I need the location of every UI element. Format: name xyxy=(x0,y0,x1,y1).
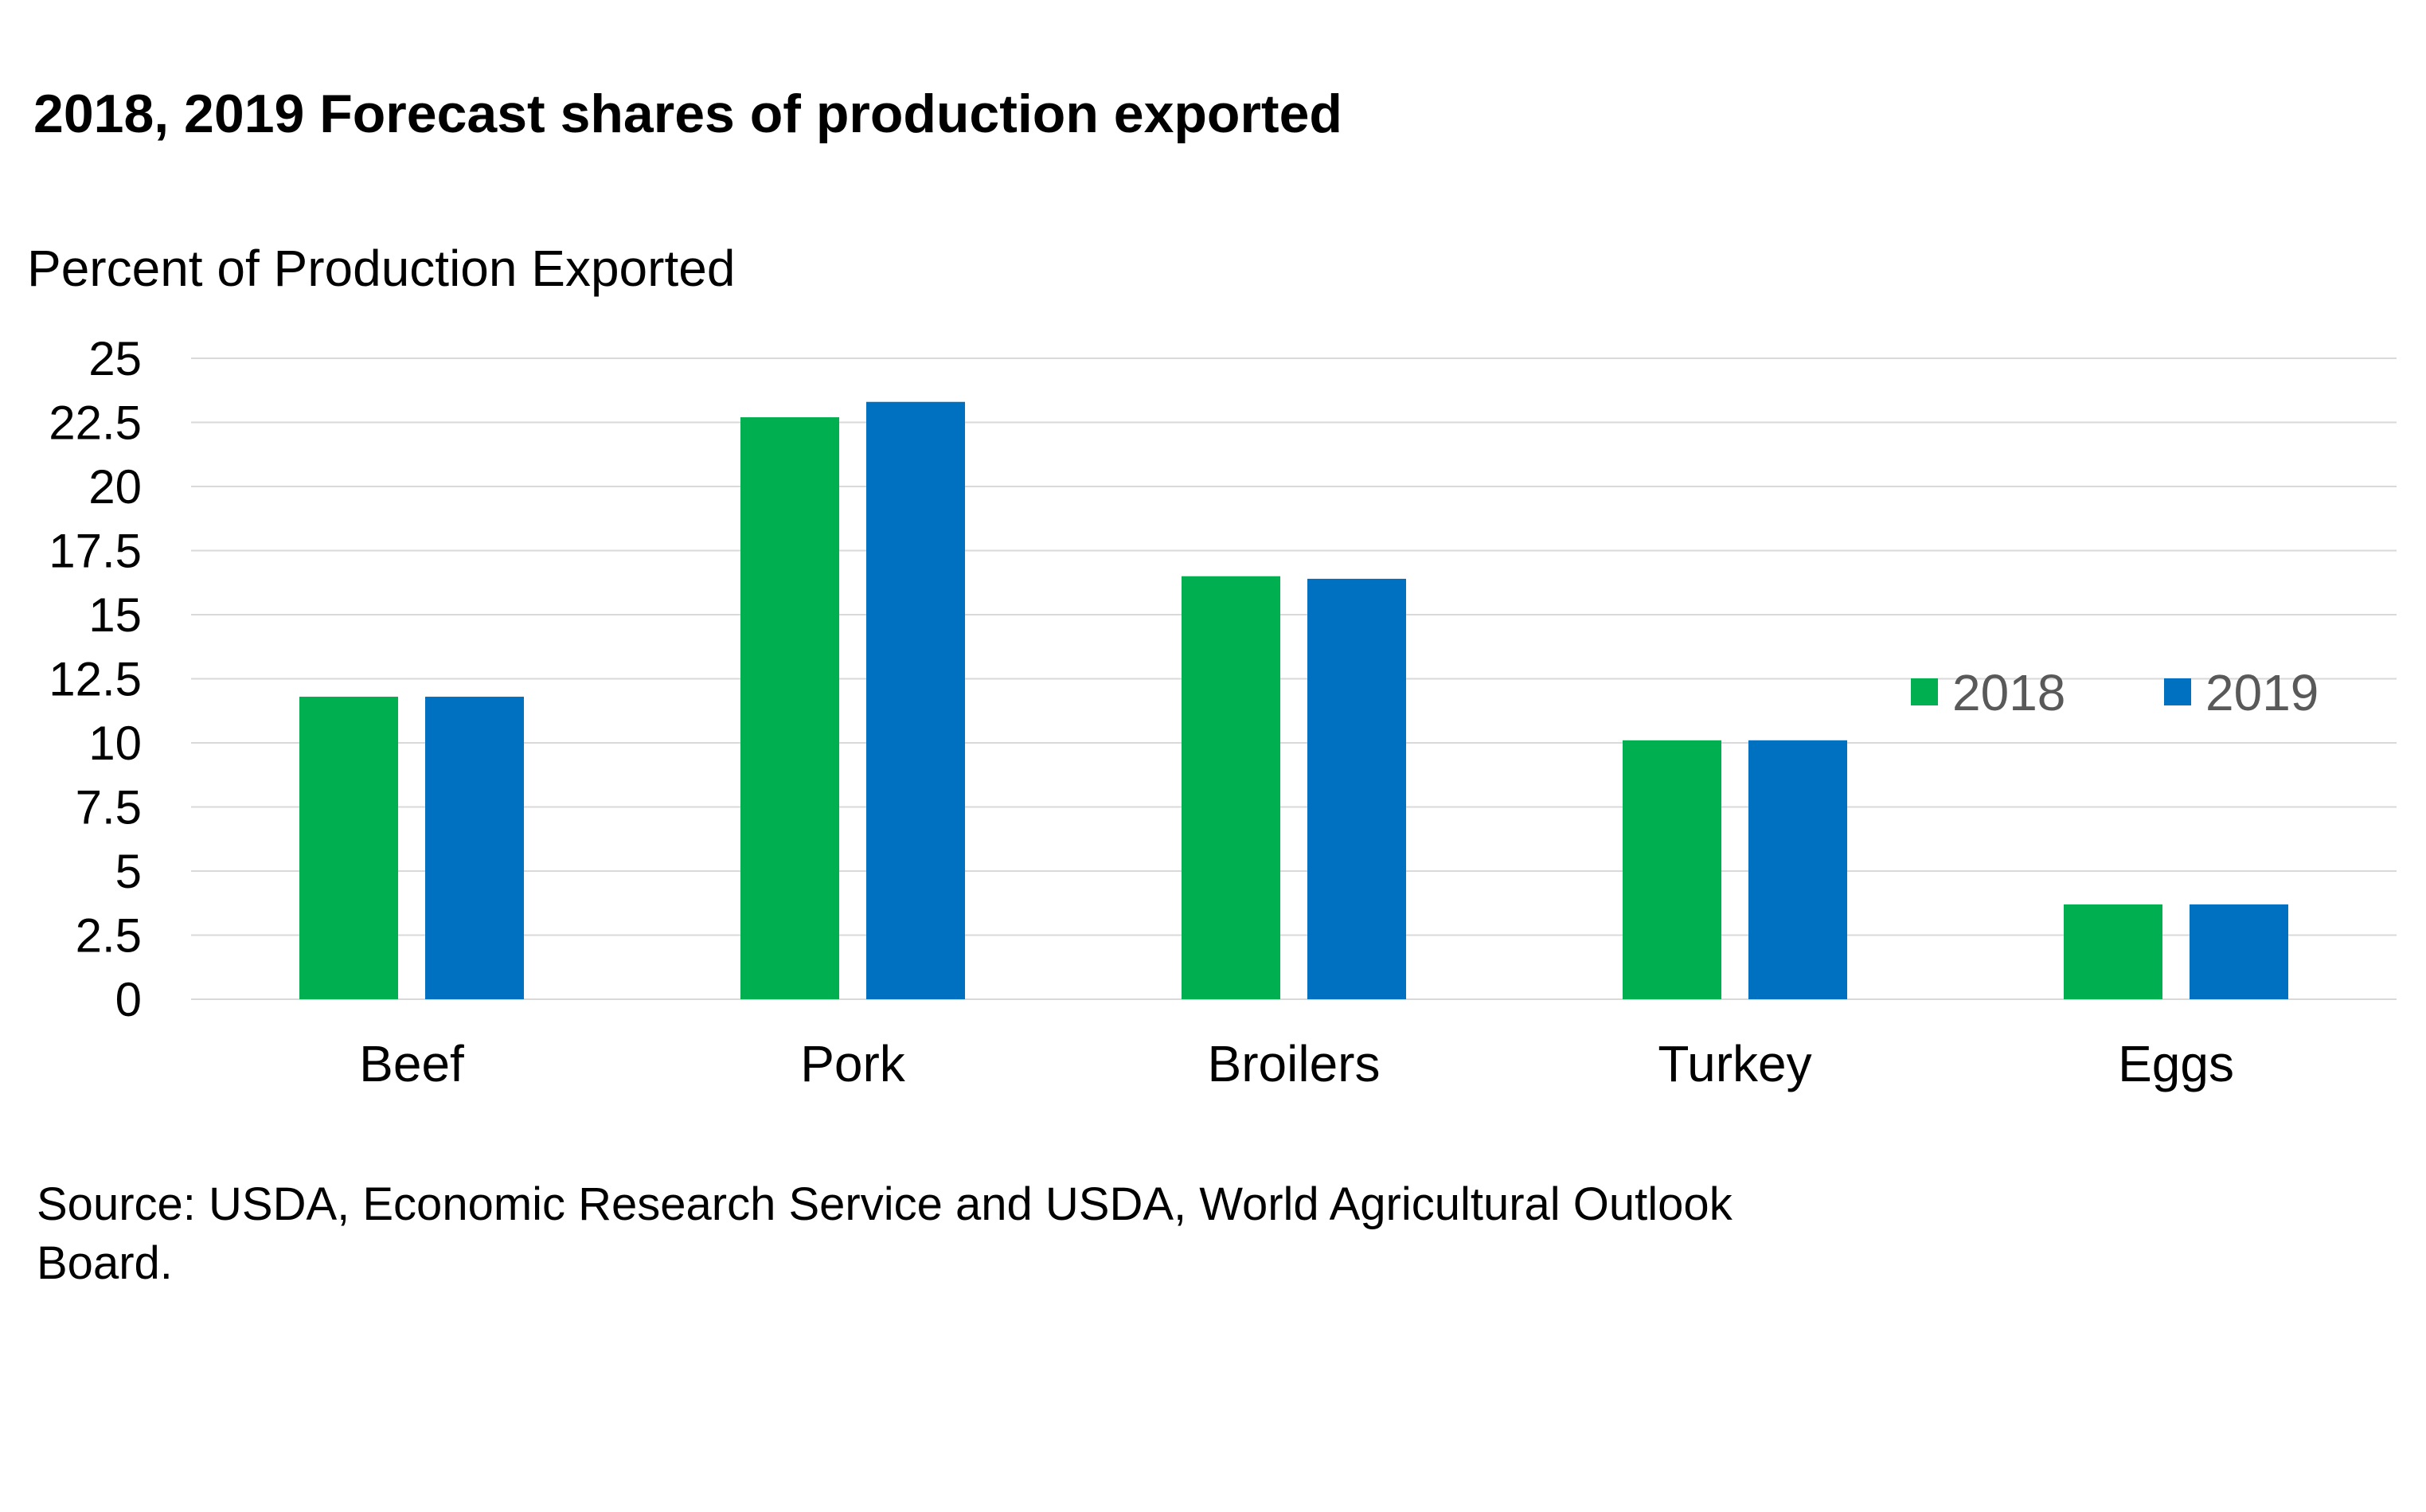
x-category-label: Beef xyxy=(359,1035,464,1092)
legend-swatch-2018 xyxy=(1911,678,1938,705)
bars xyxy=(299,401,2288,999)
y-tick-label: 2.5 xyxy=(76,909,142,963)
chart-title: 2018, 2019 Forecast shares of production… xyxy=(33,84,1342,144)
x-category-label: Broilers xyxy=(1208,1035,1381,1092)
bar-broilers-2019 xyxy=(1307,578,1406,999)
x-category-label: Pork xyxy=(800,1035,906,1092)
y-tick-label: 0 xyxy=(115,973,142,1026)
y-tick-label: 10 xyxy=(88,717,142,770)
y-tick-label: 5 xyxy=(115,845,142,898)
y-tick-label: 12.5 xyxy=(49,653,142,706)
x-category-label: Eggs xyxy=(2118,1035,2234,1092)
y-tick-label: 25 xyxy=(88,332,142,385)
y-tick-label: 7.5 xyxy=(76,781,142,834)
y-tick-label: 17.5 xyxy=(49,525,142,578)
legend-label-2018: 2018 xyxy=(1952,664,2065,721)
y-axis-ticks: 0 2.5 5 7.5 10 12.5 15 17.5 20 22.5 25 xyxy=(49,332,142,1026)
x-category-label: Turkey xyxy=(1658,1035,1811,1092)
y-axis-label: Percent of Production Exported xyxy=(27,240,736,297)
bar-beef-2018 xyxy=(299,697,398,999)
bar-turkey-2019 xyxy=(1748,740,1847,999)
bar-beef-2019 xyxy=(425,697,524,999)
bar-pork-2018 xyxy=(740,417,839,999)
legend: 2018 2019 xyxy=(1911,664,2319,721)
bar-broilers-2018 xyxy=(1182,576,1280,999)
x-axis-categories: Beef Pork Broilers Turkey Eggs xyxy=(359,1035,2234,1092)
gridlines xyxy=(191,357,2397,1000)
bar-pork-2019 xyxy=(866,401,965,999)
source-note: Source: USDA, Economic Research Service … xyxy=(37,1178,1733,1289)
legend-label-2019: 2019 xyxy=(2205,664,2319,721)
bar-eggs-2018 xyxy=(2064,904,2162,999)
legend-swatch-2019 xyxy=(2164,678,2191,705)
bar-eggs-2019 xyxy=(2190,904,2288,999)
y-tick-label: 22.5 xyxy=(49,397,142,450)
y-tick-label: 15 xyxy=(88,588,142,642)
y-tick-label: 20 xyxy=(88,460,142,514)
bar-turkey-2018 xyxy=(1623,740,1721,999)
